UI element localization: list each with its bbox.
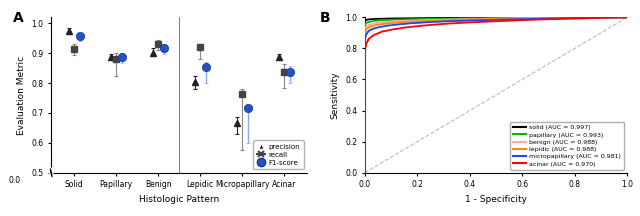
X-axis label: 1 - Specificity: 1 - Specificity xyxy=(465,195,527,204)
Y-axis label: Sensitivity: Sensitivity xyxy=(330,71,339,119)
Y-axis label: Evaluation Metric: Evaluation Metric xyxy=(17,56,26,135)
Legend: solid (AUC = 0.997), papillary (AUC = 0.993), benign (AUC = 0.988), lepidic (AUC: solid (AUC = 0.997), papillary (AUC = 0.… xyxy=(510,122,624,170)
X-axis label: Histologic Pattern: Histologic Pattern xyxy=(139,195,220,204)
Text: A: A xyxy=(13,11,24,25)
Legend: precision, recall, F1-score: precision, recall, F1-score xyxy=(253,140,304,169)
Text: 0.0: 0.0 xyxy=(8,176,20,185)
Text: B: B xyxy=(320,11,331,25)
